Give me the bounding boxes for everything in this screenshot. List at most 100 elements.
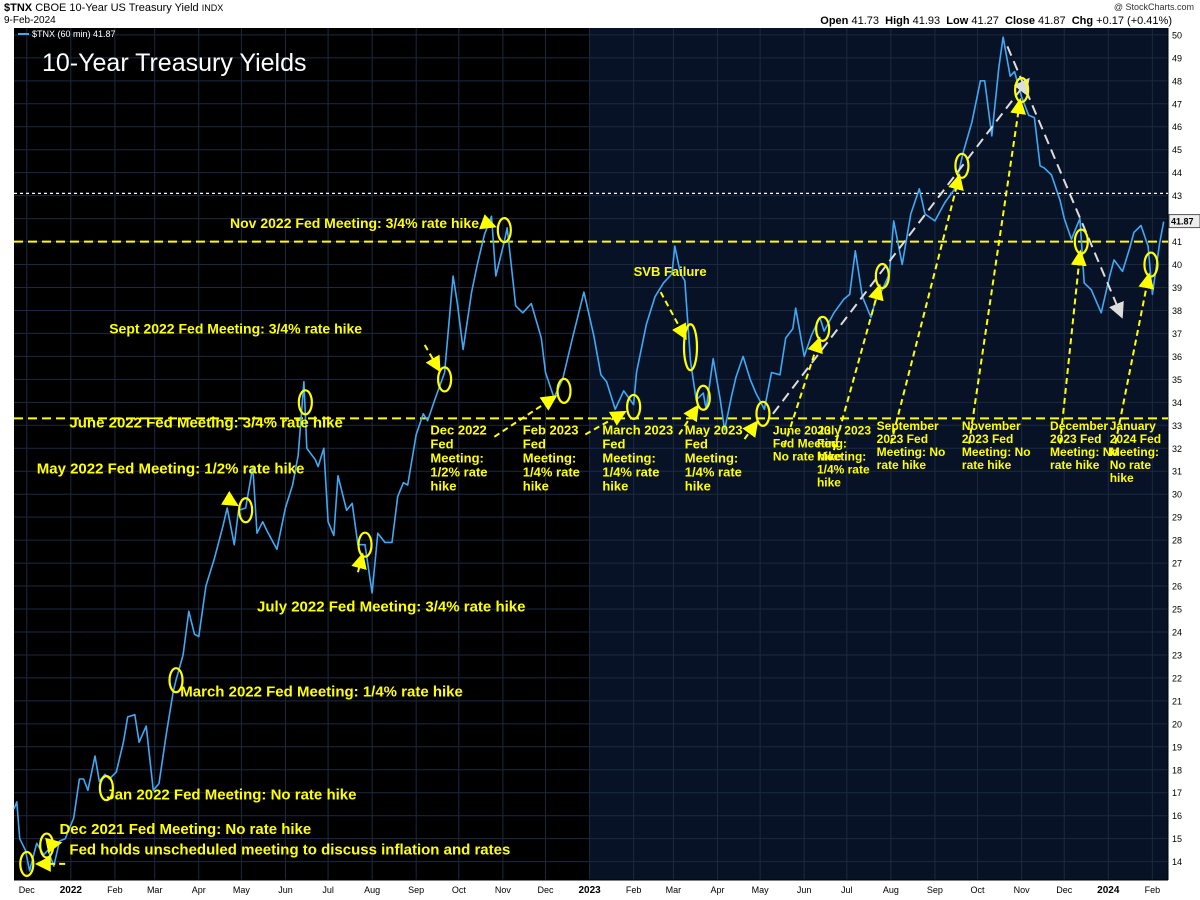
- x-tick-label: Mar: [147, 885, 163, 895]
- annotation-label: Jan 2022 Fed Meeting: No rate hike: [106, 787, 356, 804]
- annotation-label: Dec 2022: [430, 422, 486, 437]
- annotation-label: 1/4% rate: [685, 464, 742, 479]
- y-tick-label: 17: [1172, 788, 1182, 798]
- annotation-label: May 2022 Fed Meeting: 1/2% rate hike: [37, 461, 305, 478]
- annotation-label: hike: [523, 478, 549, 493]
- stockcharts-watermark: @ StockCharts.com: [1113, 2, 1194, 12]
- annotation-label: Feb 2023: [523, 422, 579, 437]
- y-tick-label: 41: [1172, 237, 1182, 247]
- annotation-arrow: [584, 410, 627, 436]
- open-value: 41.73: [851, 15, 879, 27]
- fed-meeting-marker: [626, 393, 642, 421]
- annotation-label: Fed holds unscheduled meeting to discuss…: [69, 842, 510, 859]
- y-tick-label: 35: [1172, 375, 1182, 385]
- annotation-label: 2024 Fed: [1110, 432, 1161, 446]
- trend-arrow: [1006, 45, 1124, 319]
- y-tick-label: 34: [1172, 398, 1182, 408]
- annotation-label: Meeting:: [685, 450, 738, 465]
- annotation-label: Meeting:: [430, 450, 483, 465]
- annotation-label: rate hike: [962, 458, 1012, 472]
- annotation-arrow: [889, 173, 964, 444]
- annotation-arrow: [783, 336, 823, 447]
- low-value: 41.27: [971, 15, 999, 27]
- annotation-label: 2023 Fed: [1050, 432, 1101, 446]
- fed-meeting-marker: [682, 323, 699, 372]
- annotation-label: March 2022 Fed Meeting: 1/4% rate hike: [180, 683, 463, 700]
- x-tick-label: Oct: [452, 885, 467, 895]
- y-tick-label: 22: [1172, 673, 1182, 683]
- symbol-title-line: $TNX CBOE 10-Year US Treasury Yield INDX: [4, 2, 223, 14]
- annotation-arrow: [1058, 249, 1087, 444]
- annotation-label: hike: [817, 475, 841, 489]
- x-tick-label: Dec: [538, 885, 555, 895]
- annotation-label: Nov 2022 Fed Meeting: 3/4% rate hike: [230, 215, 479, 231]
- symbol: $TNX: [4, 2, 33, 14]
- annotation-label: No rate hike: [773, 449, 842, 463]
- annotation-label: July 2022 Fed Meeting: 3/4% rate hike: [257, 598, 525, 615]
- fed-meeting-marker: [19, 850, 35, 878]
- x-tick-label: Aug: [883, 885, 899, 895]
- fed-meeting-marker: [437, 366, 453, 393]
- annotation-arrow: [1114, 272, 1155, 444]
- chart-date: 9-Feb-2024: [4, 15, 56, 26]
- annotation-label: Meeting:: [817, 449, 866, 463]
- y-tick-label: 38: [1172, 306, 1182, 316]
- y-tick-label: 28: [1172, 536, 1182, 546]
- x-tick-label: Apr: [192, 885, 206, 895]
- fed-meeting-marker: [238, 497, 254, 524]
- x-tick-label: Aug: [364, 885, 380, 895]
- x-tick-label: Jul: [841, 885, 853, 895]
- y-tick-label: 27: [1172, 559, 1182, 569]
- security-name: CBOE 10-Year US Treasury Yield: [35, 2, 199, 14]
- annotation-label: March 2023: [602, 422, 673, 437]
- y-tick-label: 45: [1172, 145, 1182, 155]
- y-tick-label: 31: [1172, 467, 1182, 477]
- x-tick-label: May: [752, 885, 770, 895]
- annotation-label: Dec 2021 Fed Meeting: No rate hike: [59, 821, 311, 838]
- legend-label: $TNX (60 min) 41.87: [32, 29, 116, 39]
- x-tick-label: 2022: [60, 885, 83, 896]
- annotation-label: January: [1110, 419, 1156, 433]
- y-tick-label: 47: [1172, 99, 1182, 109]
- y-tick-label: 37: [1172, 329, 1182, 339]
- x-axis-panel: [0, 880, 1200, 900]
- y-tick-label: 36: [1172, 352, 1182, 362]
- fed-meeting-marker: [1143, 251, 1159, 278]
- annotation-label: September: [877, 419, 939, 433]
- last-value-tag: [1168, 214, 1200, 229]
- fed-meeting-marker: [815, 315, 831, 342]
- y-tick-label: 29: [1172, 513, 1182, 523]
- annotation-label: 2023 Fed: [877, 432, 928, 446]
- y-tick-label: 33: [1172, 421, 1182, 431]
- fed-meeting-marker: [357, 531, 373, 558]
- fed-meeting-marker: [297, 389, 313, 416]
- x-tick-label: Mar: [666, 885, 682, 895]
- high-value: 41.93: [912, 15, 941, 27]
- annotation-arrow: [351, 552, 367, 573]
- y-tick-label: 32: [1172, 444, 1182, 454]
- y-tick-label: 23: [1172, 650, 1182, 660]
- annotation-label: Meeting:: [523, 450, 576, 465]
- year-2023-shading: [589, 28, 1168, 880]
- annotation-label: November: [962, 419, 1021, 433]
- annotation-label: SVB Failure: [634, 264, 707, 279]
- x-tick-label: Nov: [495, 885, 512, 895]
- annotation-label: rate hike: [877, 458, 927, 472]
- y-tick-label: 43: [1172, 191, 1182, 201]
- y-tick-label: 48: [1172, 76, 1182, 86]
- annotation-label: 1/4% rate: [523, 464, 580, 479]
- x-tick-label: Feb: [626, 885, 642, 895]
- chart-header: $TNX CBOE 10-Year US Treasury Yield INDX…: [0, 0, 1200, 28]
- annotation-label: 1/2% rate: [430, 464, 487, 479]
- fed-meeting-marker: [39, 832, 55, 859]
- fed-meeting-marker: [1014, 76, 1030, 104]
- annotation-arrow: [659, 291, 687, 341]
- x-tick-label: Dec: [19, 885, 36, 895]
- x-tick-label: Apr: [710, 885, 724, 895]
- y-tick-label: 49: [1172, 53, 1182, 63]
- y-tick-label: 16: [1172, 811, 1182, 821]
- annotation-label: Meeting:: [602, 450, 655, 465]
- chart-title: 10-Year Treasury Yields: [42, 49, 307, 77]
- annotation-label: rate hike: [1050, 458, 1100, 472]
